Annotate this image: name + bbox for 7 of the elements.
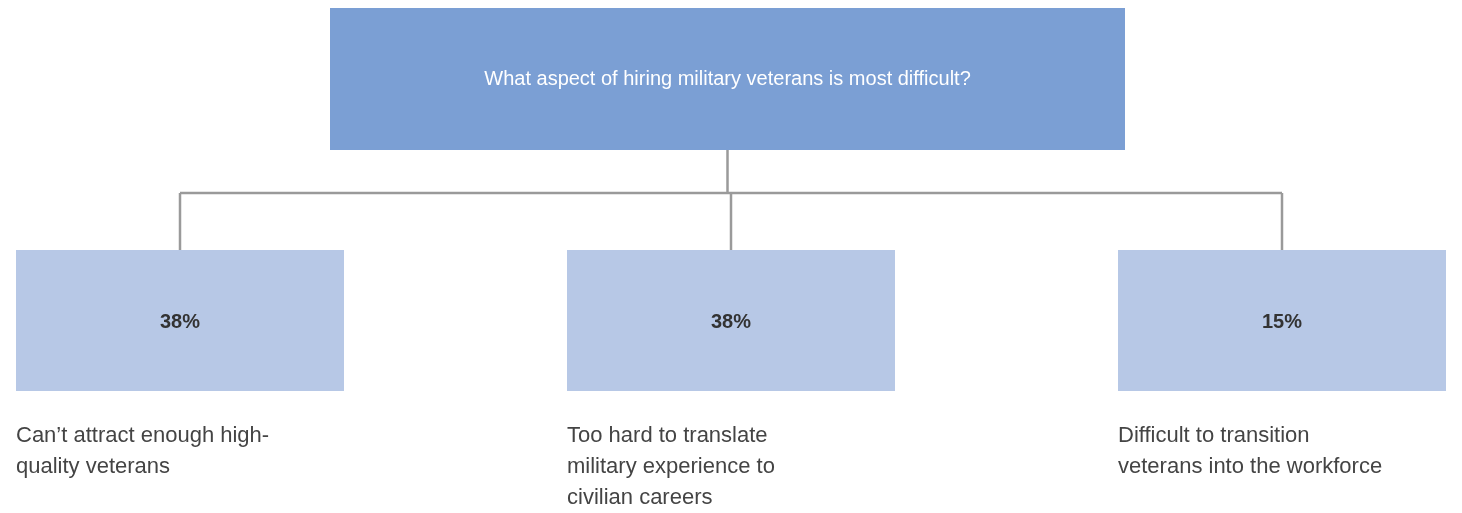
text: What aspect of hiring military veterans is most difficult? <box>484 67 971 89</box>
data-label: 38% <box>159 310 201 332</box>
category-label: Too hard to translate military experience to civilian careers <box>567 422 775 509</box>
category-label: Difficult to transition veterans into the workforce <box>1118 422 1383 478</box>
category-label: Can’t attract enough high-quality veterans <box>16 422 270 478</box>
data-label: 15% <box>1261 310 1303 332</box>
data-label: 38% <box>710 310 752 332</box>
